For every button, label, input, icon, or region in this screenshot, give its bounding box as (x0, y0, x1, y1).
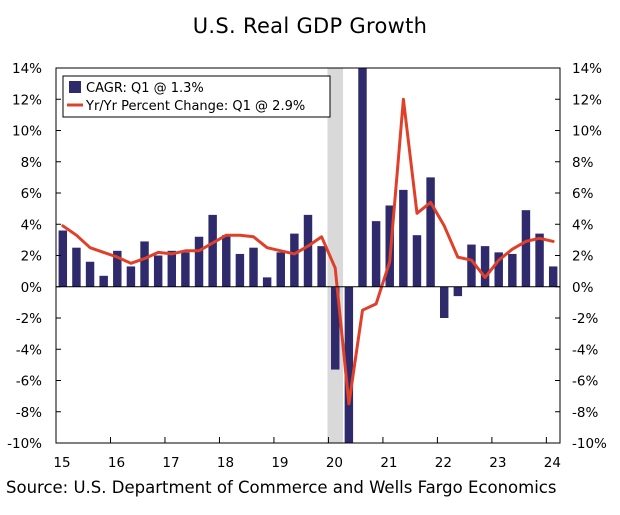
bars-layer (58, 68, 558, 443)
y-tick-label-right-10: -6% (572, 374, 598, 390)
bar-cagr-2018Q1 (222, 235, 231, 287)
y-tick-label-right-4: 6% (572, 186, 594, 202)
bar-cagr-2019Q2 (290, 233, 299, 287)
x-tick-label-21: 21 (380, 455, 397, 470)
y-tick-label-left-10: -6% (16, 374, 42, 390)
x-tick-label-20: 20 (326, 455, 343, 470)
bar-cagr-2020Q4 (371, 221, 381, 287)
legend-label-cagr: CAGR: Q1 @ 1.3% (86, 81, 204, 96)
bar-cagr-2021Q4 (426, 177, 435, 287)
bar-cagr-2018Q2 (235, 253, 245, 287)
x-tick-label-19: 19 (271, 455, 288, 470)
y-tick-label-left-2: 10% (12, 124, 42, 140)
y-tick-label-right-6: 2% (572, 249, 594, 265)
chart: 14% 14% 12% 12% 10% 10% 8% 8% 6% 6% 4% 4% 2% 2% 0% 0% -2… (7, 61, 607, 470)
bar-cagr-2018Q4 (262, 277, 272, 287)
x-tick-label-23: 23 (489, 455, 506, 470)
bar-cagr-2016Q3 (140, 241, 149, 287)
y-tick-label-right-7: 0% (572, 280, 594, 296)
y-tick-label-left-5: 4% (21, 217, 43, 233)
y-tick-label-right-2: 10% (572, 124, 602, 140)
bar-cagr-2016Q2 (126, 266, 136, 287)
y-tick-label-left-4: 6% (21, 186, 43, 202)
bar-cagr-2022Q3 (467, 244, 476, 287)
y-tick-label-left-9: -4% (16, 342, 42, 358)
legend-swatch-cagr (69, 81, 81, 93)
x-tick-label-16: 16 (108, 455, 125, 470)
y-tick-label-left-0: 14% (12, 61, 42, 77)
chart-title: U.S. Real GDP Growth (192, 14, 428, 38)
y-tick-label-right-5: 4% (572, 217, 594, 233)
y-tick-label-right-3: 8% (572, 155, 594, 171)
y-tick-label-left-6: 2% (21, 249, 43, 265)
bar-cagr-2017Q4 (208, 214, 217, 287)
bar-cagr-2020Q3 (358, 68, 367, 287)
x-tick-label-15: 15 (53, 455, 70, 470)
legend-label-yoy: Yr/Yr Percent Change: Q1 @ 2.9% (85, 99, 305, 114)
bar-cagr-2022Q2 (453, 286, 463, 297)
bar-cagr-2017Q1 (167, 250, 177, 287)
bar-cagr-2023Q4 (535, 233, 544, 287)
y-tick-label-left-7: 0% (21, 280, 43, 296)
y-tick-label-left-1: 12% (12, 92, 42, 108)
bar-cagr-2023Q1 (494, 252, 503, 287)
line-yoy (61, 97, 555, 406)
y-tick-label-right-1: 12% (572, 92, 602, 108)
bar-cagr-2015Q2 (72, 247, 81, 287)
bar-cagr-2018Q3 (249, 247, 258, 287)
y-tick-label-left-3: 8% (21, 155, 43, 171)
y-tick-label-right-12: -10% (572, 436, 607, 452)
y-tick-label-right-9: -4% (572, 342, 598, 358)
y-tick-label-right-11: -8% (572, 405, 598, 421)
y-tick-label-left-12: -10% (7, 436, 42, 452)
bar-cagr-2017Q2 (181, 252, 190, 287)
bar-cagr-2020Q1 (331, 286, 340, 370)
bar-cagr-2019Q1 (276, 252, 285, 287)
source-note: Source: U.S. Department of Commerce and … (6, 478, 557, 497)
bar-cagr-2015Q4 (99, 275, 108, 287)
bar-cagr-2022Q4 (480, 246, 490, 287)
bar-cagr-2021Q3 (412, 235, 422, 287)
bar-cagr-2024Q1 (548, 266, 558, 287)
x-tick-label-17: 17 (162, 455, 179, 470)
legend: CAGR: Q1 @ 1.3% Yr/Yr Percent Change: Q1… (62, 75, 331, 118)
line-layer (61, 97, 555, 406)
x-tick-label-24: 24 (544, 455, 561, 470)
bar-cagr-2016Q1 (113, 250, 122, 287)
bar-cagr-2020Q2 (344, 286, 354, 443)
bar-cagr-2023Q2 (508, 253, 517, 287)
bar-cagr-2022Q1 (439, 286, 449, 318)
bar-cagr-2019Q3 (303, 214, 313, 287)
y-tick-label-right-8: -2% (572, 311, 598, 327)
bar-cagr-2021Q2 (399, 189, 408, 287)
bar-cagr-2016Q4 (153, 255, 163, 287)
x-tick-label-22: 22 (435, 455, 452, 470)
legend-box (62, 75, 331, 118)
y-tick-label-left-8: -2% (16, 311, 42, 327)
bar-cagr-2017Q3 (194, 236, 204, 287)
bar-cagr-2023Q3 (521, 210, 531, 287)
bar-cagr-2015Q3 (85, 261, 95, 287)
bar-cagr-2015Q1 (58, 230, 68, 287)
x-tick-label-18: 18 (217, 455, 234, 470)
y-tick-label-left-11: -8% (16, 405, 42, 421)
y-tick-label-right-0: 14% (572, 61, 602, 77)
axes-layer: 14% 14% 12% 12% 10% 10% 8% 8% 6% 6% 4% 4% 2% 2% 0% 0% -2… (7, 61, 607, 470)
bar-cagr-2019Q4 (317, 246, 326, 287)
